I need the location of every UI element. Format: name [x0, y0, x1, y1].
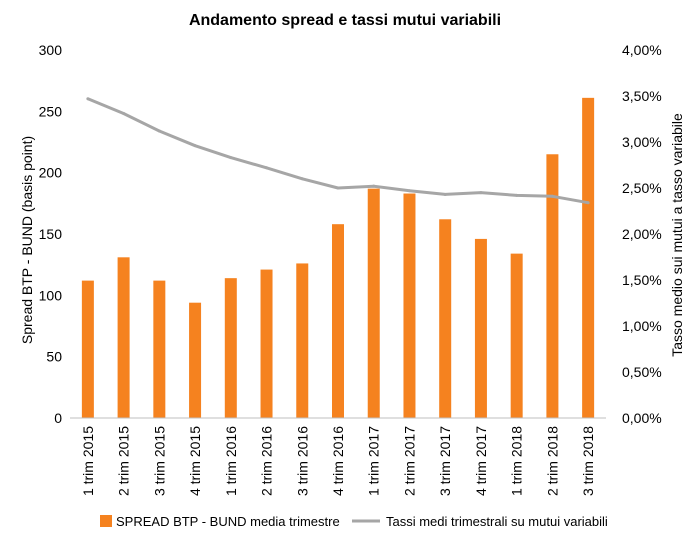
legend-swatch-spread: [100, 515, 112, 527]
bar-spread: [510, 253, 523, 418]
point-rates: [157, 129, 161, 133]
y-left-tick-label: 50: [46, 349, 62, 365]
bar-spread: [582, 97, 595, 418]
x-tick-label: 2 trim 2017: [402, 426, 418, 496]
bar-spread: [296, 263, 309, 418]
point-rates: [515, 193, 519, 197]
bar-spread: [439, 219, 452, 418]
bar-spread: [153, 280, 166, 418]
legend-label-spread: SPREAD BTP - BUND media trimestre: [116, 514, 340, 529]
bar-spread: [224, 278, 237, 418]
x-tick-label: 2 trim 2015: [116, 426, 132, 496]
point-rates: [122, 111, 126, 115]
y-left-tick-label: 200: [39, 165, 63, 181]
y-left-tick-label: 0: [54, 410, 62, 426]
y-left-tick-label: 300: [39, 42, 63, 58]
y-right-tick-label: 2,00%: [622, 226, 662, 242]
bar-spread: [189, 302, 202, 418]
point-rates: [193, 144, 197, 148]
y-left-tick-label: 150: [39, 226, 63, 242]
point-rates: [550, 194, 554, 198]
bar-spread: [81, 280, 94, 418]
bar-spread: [332, 224, 344, 418]
x-tick-label: 3 trim 2018: [580, 426, 596, 496]
x-tick-label: 1 trim 2018: [509, 426, 525, 496]
x-tick-label: 2 trim 2016: [259, 426, 275, 496]
x-tick-label: 1 trim 2016: [223, 426, 239, 496]
y-right-tick-label: 3,00%: [622, 134, 662, 150]
y-axis-right-label: Tasso medio sui mutui a tasso variabile: [669, 113, 685, 357]
x-tick-label: 3 trim 2015: [151, 426, 167, 496]
bar-spread: [474, 238, 487, 418]
chart-title: Andamento spread e tassi mutui variabili: [189, 12, 501, 29]
bar-spread: [367, 188, 380, 418]
x-tick-label: 3 trim 2016: [294, 426, 310, 496]
legend: SPREAD BTP - BUND media trimestre Tassi …: [100, 514, 608, 529]
point-rates: [229, 156, 233, 160]
point-rates: [479, 191, 483, 195]
y-axis-left-label: Spread BTP - BUND (basis point): [19, 136, 35, 344]
x-tick-label: 1 trim 2017: [366, 426, 382, 496]
point-rates: [336, 186, 340, 190]
x-tick-label: 1 trim 2015: [80, 426, 96, 496]
bar-spread: [546, 154, 559, 418]
y-right-tick-label: 3,50%: [622, 88, 662, 104]
y-left-tick-label: 250: [39, 103, 63, 119]
bar-spread: [403, 193, 416, 418]
x-tick-label: 4 trim 2016: [330, 426, 346, 496]
x-tick-label: 4 trim 2017: [473, 426, 489, 496]
y-right-tick-label: 2,50%: [622, 180, 662, 196]
y-left-tick-label: 100: [39, 287, 63, 303]
y-right-tick-label: 1,00%: [622, 318, 662, 334]
point-rates: [265, 166, 269, 170]
legend-label-rates: Tassi medi trimestrali su mutui variabil…: [386, 514, 608, 529]
point-rates: [372, 184, 376, 188]
y-right-tick-label: 0,00%: [622, 410, 662, 426]
point-rates: [300, 177, 304, 181]
plot-area: 0 50 100 150 200 250 300 0,00% 0,50% 1,00% 1,50% 2,…: [39, 42, 662, 496]
x-tick-label: 4 trim 2015: [187, 426, 203, 496]
point-rates: [443, 192, 447, 196]
bar-spread: [260, 269, 273, 418]
point-rates: [586, 201, 590, 205]
point-rates: [86, 97, 90, 101]
y-right-tick-label: 0,50%: [622, 364, 662, 380]
point-rates: [407, 189, 411, 193]
x-tick-label: 2 trim 2018: [544, 426, 560, 496]
x-tick-label: 3 trim 2017: [437, 426, 453, 496]
bar-spread: [117, 257, 130, 418]
y-right-tick-label: 1,50%: [622, 272, 662, 288]
y-right-tick-label: 4,00%: [622, 42, 662, 58]
